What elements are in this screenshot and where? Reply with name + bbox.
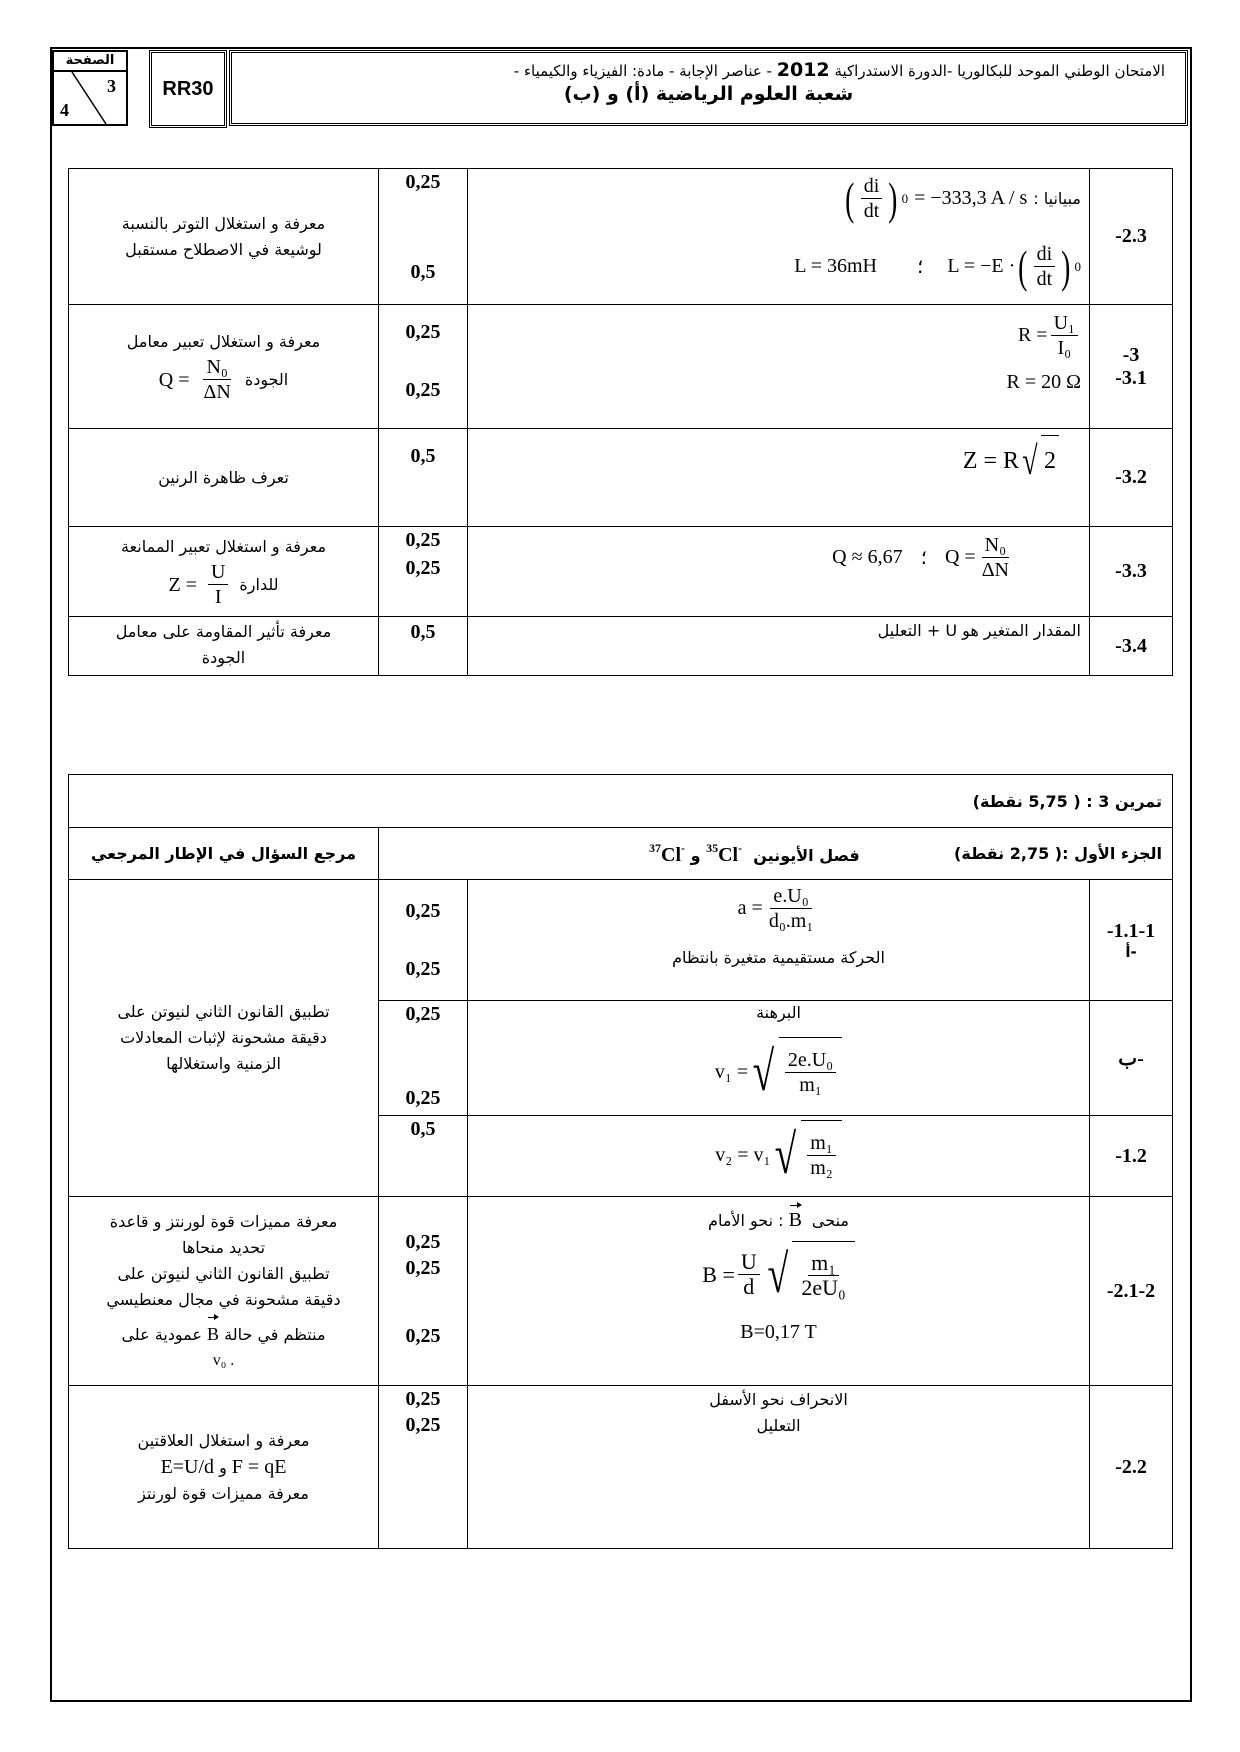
table-row: معرفة و استغلال تعبير معامل Q = N₀ ΔN الجو… [68,304,1173,429]
answers-table-exercise-3: تمرين 3 : ( 5,75 نقطة) مرجع السؤال في ال… [67,774,1174,1549]
header-row: مرجع السؤال في الإطار المرجعي الجزء الأو… [68,827,1174,880]
table-row: معرفة و استغلال العلاقتين E=U/d و F = qE… [68,1385,1174,1549]
title-line2: شعبة العلوم الرياضية (أ) و (ب) [563,83,854,105]
reference-cell: تطبيق القانون الثاني لنيوتن على دقيقة مشح… [68,879,379,1197]
reference-header: مرجع السؤال في الإطار المرجعي [68,827,379,880]
exercise-title-row: تمرين 3 : ( 5,75 نقطة) [67,774,1174,828]
reference-cell: معرفة تأثير المقاومة على معامل الجودة [68,616,379,676]
reference-cell: معرفة و استغلال تعبير الممانعة Z = U I للد… [68,526,379,617]
reference-cell: معرفة و استغلال العلاقتين E=U/d و F = qE… [68,1385,379,1549]
page-total: 4 [60,100,69,120]
question-number: -1.1-1 أ- [1088,879,1174,1001]
title-year: 2012 [776,59,830,81]
question-number: ب- [1088,1000,1174,1116]
answer-cell: المقدار المتغير هو U + التعليل [467,616,1090,676]
table-row: معرفة مميزات قوة لورنتز و قاعدة تحديد منح… [68,1196,1174,1386]
question-number: -3.2 [1089,428,1173,527]
table-row: 0,25 0,25 البرهنة v₁ = √ 2e.U₀ m₁ ب- [69,1000,1174,1116]
title-part-a: الامتحان الوطني الموحد للبكالوريا -الدور… [834,62,1165,80]
diagonal-divider [71,72,107,124]
question-number: -3.4 [1089,616,1173,676]
table-row: 0,5 v₂ = v₁ √ m₁ m₂ -1.2 [69,1115,1174,1197]
points-cell: 0,25 0,25 [378,879,468,1001]
answer-cell: Z = R √ 2 [467,428,1090,527]
points-cell: 0,25 0,5 [378,168,468,305]
answers-table-exercise-2: معرفة و استغلال التوتر بالنسبة لوشيعة في … [68,168,1173,676]
points-cell: 0,25 0,25 [378,1000,468,1116]
part-label: الجزء الأول :( 2,75 نقطة) [954,844,1163,863]
answer-cell: (di dt) 0 = −333,3 A / s مبيانيا : L = 36m… [467,168,1090,305]
points-cell: 0,25 0,25 [378,304,468,429]
exam-code: RR30 [149,50,227,128]
reference-cell: معرفة مميزات قوة لورنتز و قاعدة تحديد منح… [68,1196,379,1386]
table-row: معرفة و استغلال التوتر بالنسبة لوشيعة في … [68,168,1173,305]
points-cell: 0,25 0,25 0,25 [378,1196,468,1386]
table-row: تطبيق القانون الثاني لنيوتن على دقيقة مشح… [68,879,1174,1197]
reference-cell: تعرف ظاهرة الرنين [68,428,379,527]
points-cell: 0,25 0,25 [378,1385,468,1549]
exercise-title: تمرين 3 : ( 5,75 نقطة) [67,774,1174,828]
answer-cell: v₂ = v₁ √ m₁ m₂ [467,1115,1090,1197]
question-number: -2.2 [1088,1385,1174,1549]
answer-cell: a = e.U₀ d₀.m₁ الحركة مستقيمية متغيرة بانت… [467,879,1090,1001]
question-number: -3.3 [1089,526,1173,617]
points-cell: 0,5 [378,616,468,676]
points-cell: 0,5 [378,428,468,527]
exam-title: الامتحان الوطني الموحد للبكالوريا -الدور… [229,50,1188,126]
part-topic: فصل الأيونين 35Cl- و 37Cl- [649,840,860,866]
page-label: الصفحة [54,52,126,72]
question-number: -3 -3.1 [1089,304,1173,429]
answer-cell: R = U₁ I₀ R = 20 Ω [467,304,1090,429]
table-row: تعرف ظاهرة الرنين 0,5 Z = R √ 2 -3.2 [68,428,1173,527]
vector-b: B [788,1202,803,1231]
page-number-box: الصفحة 3 4 [52,50,128,126]
answer-cell: البرهنة v₁ = √ 2e.U₀ m₁ [467,1000,1090,1116]
table-row: معرفة و استغلال تعبير الممانعة Z = U I للد… [68,526,1173,617]
part-header: الجزء الأول :( 2,75 نقطة) فصل الأيونين 3… [377,827,1174,880]
vector-b: B [207,1313,220,1347]
table-row: معرفة تأثير المقاومة على معامل الجودة 0,5… [68,616,1173,676]
answer-cell: Q ≈ 6,67 ؛ Q = N₀ ΔN [467,526,1090,617]
title-part-b: - عناصر الإجابة - مادة: الفيزياء والكيمي… [513,62,772,80]
reference-cell: معرفة و استغلال تعبير معامل Q = N₀ ΔN الجو… [68,304,379,429]
points-cell: 0,5 [378,1115,468,1197]
page-border [50,47,1192,1702]
question-number: -2.1-2 [1088,1196,1174,1386]
page-current: 3 [107,76,116,96]
answer-cell: الانحراف نحو الأسفل التعليل [467,1385,1090,1549]
reference-cell: معرفة و استغلال التوتر بالنسبة لوشيعة في … [68,168,379,305]
points-cell: 0,25 0,25 [378,526,468,617]
question-number: -2.3 [1089,168,1173,305]
question-number: -1.2 [1088,1115,1174,1197]
